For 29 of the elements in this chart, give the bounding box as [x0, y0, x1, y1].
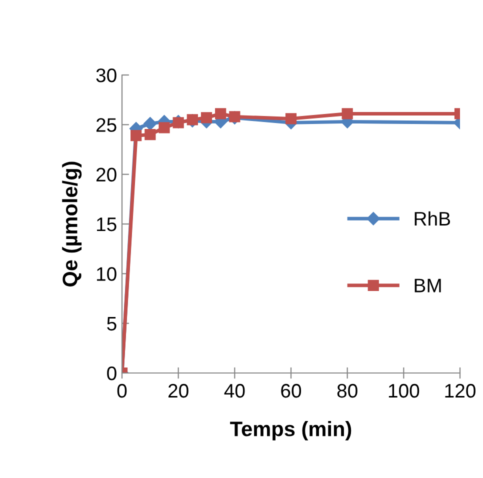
x-tick-label: 40	[224, 384, 245, 398]
point	[144, 129, 156, 140]
x-tick-label: 120	[445, 384, 476, 398]
y-tick-label: 10	[96, 267, 116, 281]
point	[158, 122, 170, 134]
point	[130, 130, 142, 142]
point	[215, 108, 226, 120]
x-tick-label: 20	[168, 384, 188, 398]
y-tick-label: 25	[96, 118, 116, 132]
point	[144, 117, 157, 130]
y-tick-label: 5	[107, 317, 116, 331]
y-tick-label: 15	[96, 218, 116, 232]
y-tick-label: 20	[96, 168, 116, 182]
legend-label: RhB	[414, 211, 450, 226]
point	[342, 108, 353, 120]
point	[229, 111, 240, 122]
legend-label: BM	[414, 278, 441, 292]
point	[172, 117, 184, 128]
x-tick-label: 0	[117, 384, 127, 398]
y-axis-title: Qe (µmole/g)	[62, 162, 82, 286]
x-tick-label: 80	[337, 384, 358, 398]
point	[285, 113, 297, 124]
point	[200, 112, 212, 124]
point	[186, 114, 198, 126]
y-tick-label: 0	[107, 366, 116, 380]
x-axis-title: Temps (min)	[230, 420, 352, 440]
x-tick-label: 60	[281, 384, 302, 398]
x-tick-label: 100	[388, 384, 420, 398]
y-tick-label: 30	[96, 68, 116, 82]
